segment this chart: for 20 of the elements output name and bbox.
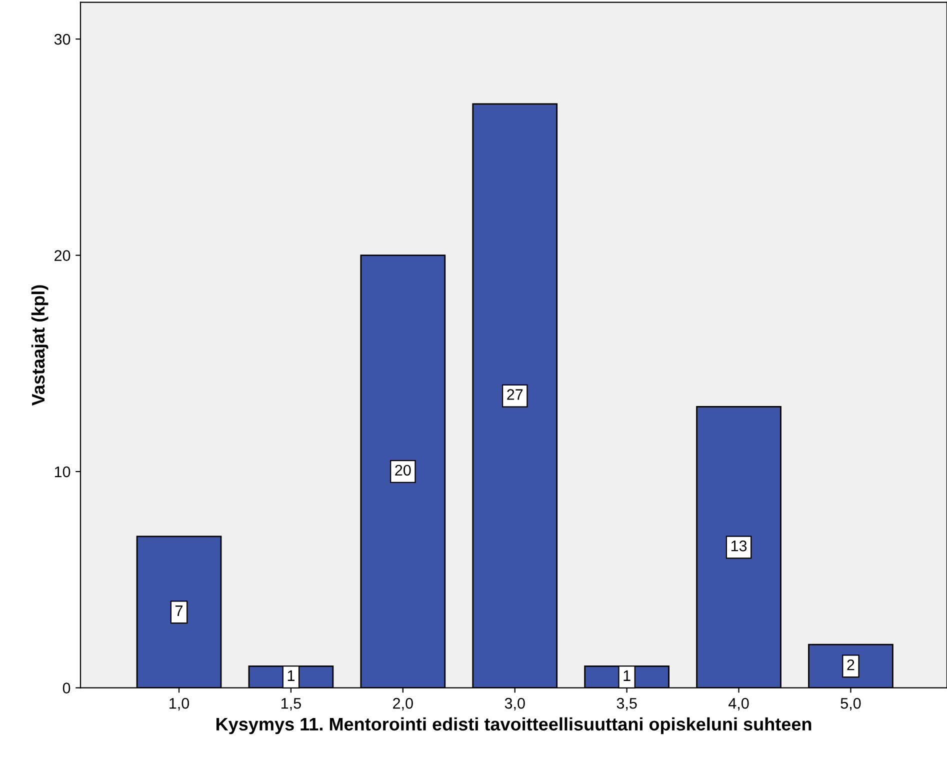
x-tick-label: 1,5 <box>282 698 301 711</box>
data-label: 13 <box>731 540 747 552</box>
x-tick-label: 2,0 <box>393 698 413 711</box>
y-axis-title: Vastaajat (kpl) <box>31 285 48 406</box>
y-tick-label: 10 <box>54 466 70 478</box>
y-tick-label: 30 <box>54 34 70 45</box>
x-tick-label: 5,0 <box>840 698 861 711</box>
data-label: 1 <box>288 670 294 681</box>
data-label: 2 <box>847 659 854 670</box>
data-label: 1 <box>624 670 630 681</box>
x-tick-label: 1,0 <box>170 698 190 711</box>
y-tick-label: 0 <box>62 682 70 694</box>
x-tick-label: 3,0 <box>504 698 525 711</box>
data-label: 7 <box>176 606 182 616</box>
x-tick-label: 4,0 <box>728 698 749 711</box>
x-axis-title: Kysymys 11. Mentorointi edisti tavoitteellisuuttani opiskeluni suhteen <box>216 717 812 734</box>
y-tick-label: 20 <box>54 250 70 261</box>
x-tick-label: 3,5 <box>616 698 637 711</box>
data-label: 20 <box>395 464 411 476</box>
data-label: 27 <box>507 389 523 400</box>
